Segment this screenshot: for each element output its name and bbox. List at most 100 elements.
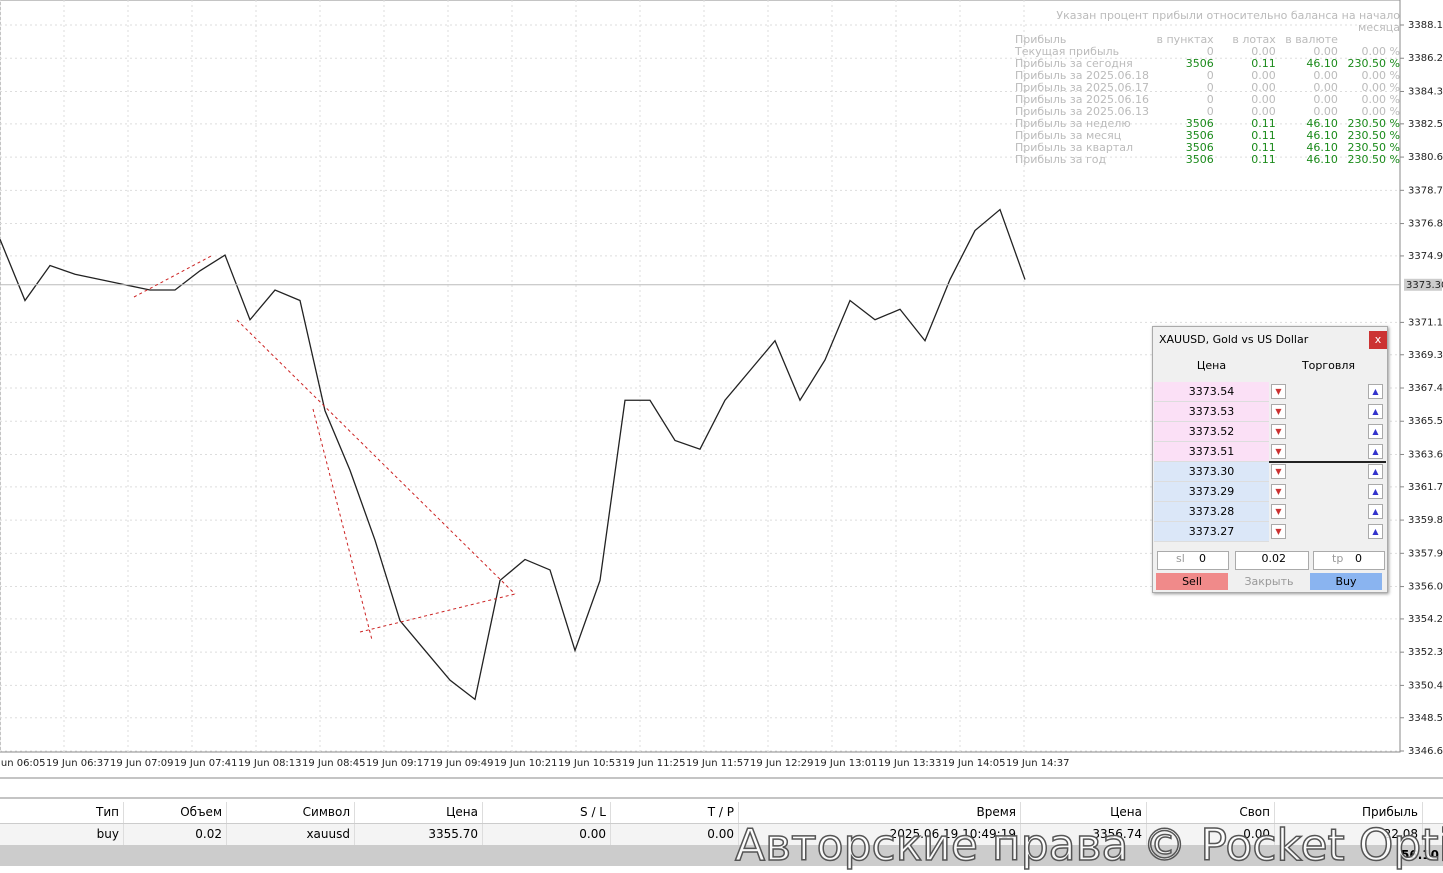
stats-row: Прибыль за 2025.06.16 0 0.00 0.00 0.00 % [1015, 94, 1400, 106]
stats-cell: 0.00 % [1361, 93, 1400, 106]
stats-head: в пунктах [1156, 33, 1214, 46]
price-label: 3380.6 [1408, 152, 1443, 163]
stats-cell: 0.11 [1251, 57, 1276, 70]
sell-arrow[interactable]: ▼ [1271, 484, 1286, 499]
sl-value: 0 [1199, 552, 1206, 565]
stats-cell: 0 [1206, 93, 1214, 106]
sell-arrow[interactable]: ▼ [1271, 504, 1286, 519]
cell: 0.00 [1147, 824, 1275, 845]
buy-arrow[interactable]: ▲ [1368, 404, 1383, 419]
current-price-box [1404, 278, 1442, 291]
position-row[interactable]: buy 0.02 xauusd 3355.70 0.00 0.00 2025.06.19 1… [0, 824, 1443, 845]
time-label: 19 Jun 11:25 [622, 758, 686, 769]
sell-arrow[interactable]: ▼ [1271, 464, 1286, 479]
tp-box[interactable]: tp 0 [1313, 551, 1385, 570]
col-header: Тип [0, 802, 124, 823]
trade-link [133, 254, 214, 298]
price-label: 3348.55 [1408, 713, 1443, 724]
stats-cell: 46.10 [1306, 129, 1338, 142]
stats-cell: 230.50 % [1347, 129, 1400, 142]
stats-cell: 230.50 % [1347, 57, 1400, 70]
stats-head: Прибыль [1015, 33, 1067, 46]
col-header: Время [739, 802, 1021, 823]
price-cell: 3373.51 [1154, 442, 1269, 462]
stats-row: Прибыль за 2025.06.18 0 0.00 0.00 0.00 % [1015, 70, 1400, 82]
buy-arrow[interactable]: ▲ [1368, 464, 1383, 479]
sell-button[interactable]: Sell [1156, 573, 1228, 590]
col-header: Цена [355, 802, 483, 823]
price-line [0, 208, 1026, 701]
close-button[interactable]: x [1369, 331, 1387, 349]
stats-cell: 0.00 % [1361, 69, 1400, 82]
sell-arrow[interactable]: ▼ [1271, 384, 1286, 399]
stats-cell: 0 [1206, 81, 1214, 94]
buy-button[interactable]: Buy [1310, 573, 1382, 590]
cell: xauusd [227, 824, 355, 845]
time-label: 19 Jun 09:49 [430, 758, 494, 769]
sell-arrow[interactable]: ▼ [1271, 444, 1286, 459]
stats-cell: Прибыль за 2025.06.13 [1015, 105, 1149, 118]
stats-cell: Прибыль за месяц [1015, 129, 1122, 142]
stats-cell: 0.00 [1251, 93, 1276, 106]
time-label: 19 Jun 13:01 [814, 758, 878, 769]
stats-cell: 0.00 [1251, 81, 1276, 94]
buy-arrow[interactable]: ▲ [1368, 504, 1383, 519]
buy-arrow[interactable]: ▲ [1368, 384, 1383, 399]
stats-cell: 3506 [1185, 141, 1214, 154]
price-label: 3350.4 [1408, 680, 1443, 691]
stats-cell: 0.00 % [1361, 45, 1400, 58]
watermark: Авторские права © Pocket Option [734, 819, 1443, 872]
price-label: 3367.4 [1408, 383, 1443, 394]
stats-head: в лотах [1232, 33, 1276, 46]
panel-title: XAUUSD, Gold vs US Dollar [1159, 333, 1309, 346]
time-label: 19 Jun 08:45 [302, 758, 366, 769]
price-label: 3352.3 [1408, 647, 1443, 658]
stats-cell: 46.10 [1306, 117, 1338, 130]
stats: Указан процент прибыли относительно бала… [1015, 10, 1400, 166]
stats-cell: 0.11 [1251, 129, 1276, 142]
price-cell: 3373.29 [1154, 482, 1269, 502]
buy-arrow[interactable]: ▲ [1368, 524, 1383, 539]
tp-label: tp [1332, 552, 1344, 565]
stats-cell: 0.00 [1313, 81, 1338, 94]
stats-row: Прибыль за месяц 3506 0.11 46.10 230.50 % [1015, 130, 1400, 142]
sell-arrow[interactable]: ▼ [1271, 424, 1286, 439]
lot-box[interactable]: 0.02 [1235, 551, 1309, 570]
sl-box[interactable]: sl 0 [1157, 551, 1229, 570]
stats-cell: 0.00 [1313, 45, 1338, 58]
col-header: T / P [611, 802, 739, 823]
col-price: Цена [1196, 359, 1227, 372]
time-label: 19 Jun 10:21 [494, 758, 558, 769]
price-label: 3356.05 [1408, 582, 1443, 593]
price-cell: 3373.53 [1154, 402, 1269, 422]
close-position-button[interactable]: Закрыть [1244, 575, 1294, 588]
stats-cell: 0.00 % [1361, 81, 1400, 94]
price-label: 3359.85 [1408, 515, 1443, 526]
price-label: 3384.35 [1408, 86, 1443, 97]
price-label: 3374.95 [1408, 251, 1443, 262]
spread-line [1154, 461, 1386, 463]
price-label: 3386.25 [1408, 53, 1443, 64]
sell-arrow[interactable]: ▼ [1271, 404, 1286, 419]
stats-cell: 0 [1206, 45, 1214, 58]
col-trade: Торговля [1301, 359, 1356, 372]
price-cell: 3373.54 [1154, 382, 1269, 402]
stats-cell: 0.11 [1251, 117, 1276, 130]
buy-arrow[interactable]: ▲ [1368, 424, 1383, 439]
sell-arrow[interactable]: ▼ [1271, 524, 1286, 539]
stats-head: в валюте [1285, 33, 1338, 46]
price-label: 3378.7 [1408, 185, 1443, 196]
buy-arrow[interactable]: ▲ [1368, 444, 1383, 459]
buy-arrow[interactable]: ▲ [1368, 484, 1383, 499]
stats-cell: 3506 [1185, 57, 1214, 70]
cell: buy [0, 824, 124, 845]
stats-cell: 3506 [1185, 153, 1214, 166]
trade-link [312, 408, 373, 641]
price-label: 3371.15 [1408, 317, 1443, 328]
col-header: Прибыль [1275, 802, 1423, 823]
time-label: 19 Jun 13:33 [878, 758, 942, 769]
stats-cell: 0.00 [1313, 93, 1338, 106]
stats-row: Прибыль за сегодня 3506 0.11 46.10 230.50 % [1015, 58, 1400, 70]
